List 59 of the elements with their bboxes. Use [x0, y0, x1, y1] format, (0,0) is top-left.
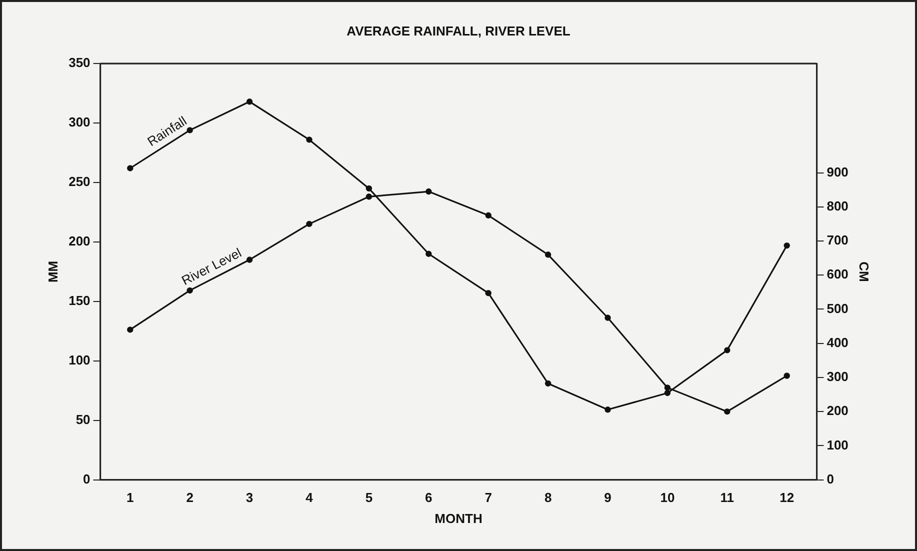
point — [306, 136, 312, 143]
y-tick-label: 50 — [76, 412, 90, 427]
point — [604, 406, 611, 413]
y2-tick-label: 600 — [826, 266, 848, 282]
y2-tick-label: 400 — [826, 334, 848, 350]
x-tick-label: 1 — [126, 490, 134, 506]
point — [485, 290, 492, 296]
point — [784, 372, 790, 379]
y2-axis-title: CM — [856, 262, 872, 282]
x-tick-label: 3 — [246, 490, 254, 506]
point — [664, 390, 671, 396]
point — [664, 384, 671, 391]
x-tick-label: 4 — [306, 490, 314, 506]
point — [426, 250, 432, 257]
y2-tick-label: 900 — [826, 164, 848, 180]
y2-tick-label: 0 — [826, 471, 834, 486]
x-tick-label: 6 — [425, 490, 432, 506]
y-tick-label: 250 — [68, 174, 90, 190]
point — [306, 220, 312, 228]
point — [485, 212, 492, 219]
x-tick-label: 12 — [780, 490, 794, 506]
y2-tick-label: 100 — [826, 437, 848, 452]
x-axis-title: MONTH — [434, 510, 482, 526]
point — [724, 408, 730, 415]
x-tick-label: 5 — [365, 490, 373, 506]
y2-tick-label: 800 — [826, 198, 848, 214]
x-tick-label: 8 — [544, 490, 552, 506]
y-tick-label: 100 — [68, 352, 90, 368]
chart-title: AVERAGE RAINFALL, RIVER LEVEL — [346, 23, 570, 38]
point — [426, 188, 432, 195]
x-tick-label: 11 — [720, 490, 734, 506]
point — [186, 287, 193, 294]
y2-tick-label: 700 — [826, 232, 848, 248]
y-tick-label: 0 — [83, 471, 90, 486]
point — [604, 314, 611, 321]
y2-tick-label: 300 — [826, 369, 848, 384]
y-axis-title: MM — [45, 260, 60, 283]
point — [127, 326, 134, 333]
text: River Level — [179, 244, 244, 288]
point — [366, 185, 372, 192]
x-tick-label: 2 — [186, 490, 194, 506]
point — [544, 252, 552, 258]
point — [246, 98, 253, 105]
x-tick-label: 10 — [660, 490, 675, 506]
point — [246, 256, 253, 263]
y-tick-label: 300 — [68, 114, 90, 130]
y2-tick-label: 500 — [826, 300, 848, 316]
point — [186, 127, 193, 134]
y-tick-label: 350 — [68, 55, 90, 70]
point — [544, 380, 552, 387]
point — [366, 194, 372, 200]
point — [724, 347, 730, 354]
x-tick-label: 7 — [484, 490, 492, 506]
point — [784, 242, 790, 249]
y2-tick-label: 200 — [826, 403, 848, 418]
point — [127, 165, 134, 172]
y-tick-label: 200 — [68, 234, 90, 249]
y-tick-label: 150 — [68, 293, 90, 308]
x-tick-label: 9 — [604, 490, 612, 506]
